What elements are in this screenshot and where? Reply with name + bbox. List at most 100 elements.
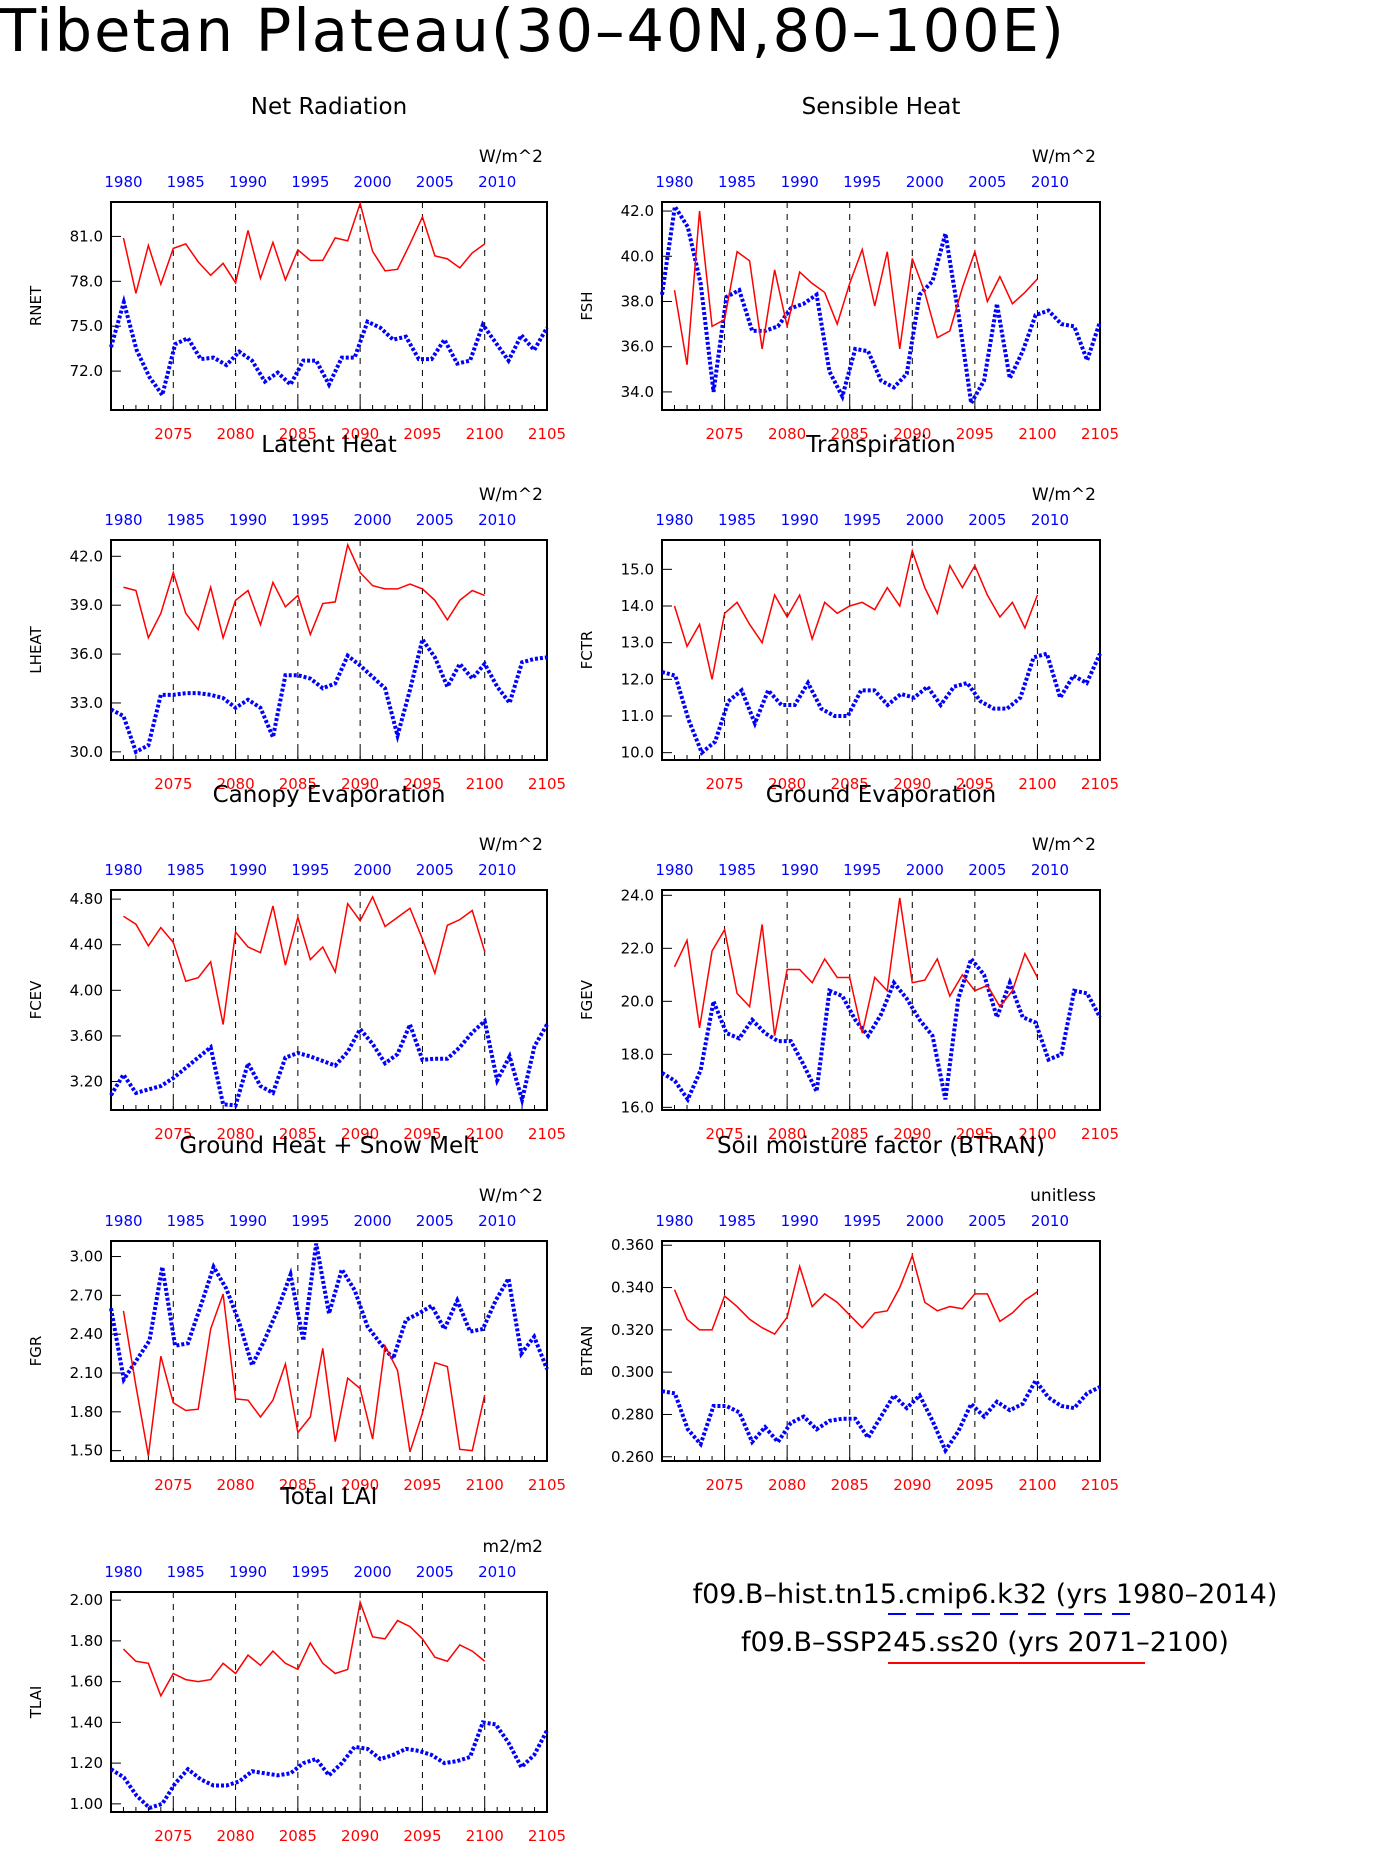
x-tick-label-bottom: 2105 (1081, 425, 1119, 443)
axis-frame (661, 201, 1101, 411)
x-tick-label-bottom: 2075 (705, 775, 743, 793)
y-tick-label: 1.00 (70, 1795, 103, 1813)
x-tick-label-top: 1990 (229, 173, 267, 191)
y-tick-label: 1.80 (70, 1632, 103, 1650)
series-future-line (673, 548, 1039, 680)
units-label: W/m^2 (479, 485, 543, 505)
y-tick-label: 0.300 (611, 1363, 654, 1381)
x-tick-label-bottom: 2080 (216, 1827, 254, 1845)
y-tick-label: 42.0 (621, 202, 654, 220)
units-label: W/m^2 (479, 835, 543, 855)
y-tick-label: 33.0 (70, 694, 103, 712)
y-tick-label: 11.0 (621, 707, 654, 725)
x-tick-label-bottom: 2105 (528, 775, 566, 793)
units-label: W/m^2 (479, 1186, 543, 1206)
x-tick-label-top: 2010 (478, 173, 516, 191)
axis-frame (110, 1591, 548, 1813)
x-tick-label-bottom: 2095 (403, 1125, 441, 1143)
units-label: W/m^2 (1032, 147, 1096, 167)
series-future-line (122, 200, 486, 294)
legend-future-label: f09.B–SSP245.ss20 (yrs 2071–2100) (741, 1627, 1229, 1658)
y-tick-label: 0.260 (611, 1448, 654, 1466)
y-tick-label: 38.0 (621, 292, 654, 310)
series-historical-line (110, 634, 548, 755)
panel-fsh: 2075 2080 2085 2090 2095 2100 2105 1980 1985 1990… (578, 94, 1119, 443)
x-tick-label-bottom: 2075 (705, 1125, 743, 1143)
y-tick-label: 20.0 (621, 992, 654, 1010)
panel-fctr: 2075 2080 2085 2090 2095 2100 2105 1980 1985 1990… (578, 432, 1119, 793)
y-tick-label: 4.00 (70, 981, 103, 999)
x-tick-label-top: 2000 (906, 861, 944, 879)
panel-title: Latent Heat (261, 432, 397, 458)
y-tick-label: 4.80 (70, 890, 103, 908)
y-tick-label: 2.00 (70, 1591, 103, 1609)
x-tick-label-bottom: 2090 (893, 425, 931, 443)
x-tick-label-bottom: 2080 (768, 775, 806, 793)
series-future-line (122, 1293, 486, 1456)
x-tick-label-bottom: 2075 (154, 1827, 192, 1845)
y-tick-label: 0.340 (611, 1279, 654, 1297)
series-future-line (673, 210, 1038, 365)
x-tick-label-top: 1995 (843, 511, 881, 529)
y-axis-label: RNET (27, 285, 45, 326)
x-tick-label-bottom: 2105 (1081, 1125, 1119, 1143)
x-tick-label-top: 1985 (718, 511, 756, 529)
x-tick-label-bottom: 2085 (831, 1476, 869, 1494)
x-tick-label-bottom: 2085 (831, 1125, 869, 1143)
x-tick-label-top: 1985 (167, 861, 205, 879)
x-tick-label-top: 2010 (478, 511, 516, 529)
units-label: m2/m2 (483, 1537, 543, 1557)
x-tick-label-bottom: 2075 (154, 1476, 192, 1494)
panel-title: Sensible Heat (802, 94, 961, 120)
series-historical-line (660, 954, 1102, 1104)
y-tick-label: 1.60 (70, 1673, 103, 1691)
x-tick-label-bottom: 2075 (705, 425, 743, 443)
panel-fgev: 2075 2080 2085 2090 2095 2100 2105 1980 1985 1990… (578, 782, 1119, 1143)
x-tick-label-top: 2010 (478, 1212, 516, 1230)
x-tick-label-top: 1985 (718, 173, 756, 191)
x-tick-label-top: 2010 (1031, 861, 1069, 879)
y-tick-label: 16.0 (621, 1098, 654, 1116)
x-tick-label-top: 2005 (416, 1563, 454, 1581)
y-tick-label: 3.00 (70, 1248, 103, 1266)
y-axis-label: FSH (578, 291, 596, 320)
x-tick-label-bottom: 2090 (893, 1476, 931, 1494)
x-tick-label-top: 1980 (104, 1563, 142, 1581)
x-tick-label-top: 2005 (416, 1212, 454, 1230)
y-tick-label: 3.60 (70, 1027, 103, 1045)
series-future-line (123, 542, 485, 641)
x-tick-label-top: 2010 (478, 1563, 516, 1581)
x-tick-label-bottom: 2095 (403, 1476, 441, 1494)
x-tick-label-top: 2000 (906, 511, 944, 529)
y-tick-label: 2.10 (70, 1364, 103, 1382)
x-tick-label-bottom: 2090 (341, 1125, 379, 1143)
axis-frame (110, 201, 548, 411)
x-tick-label-bottom: 2105 (1081, 1476, 1119, 1494)
y-tick-label: 1.40 (70, 1713, 103, 1731)
x-tick-label-top: 1985 (718, 1212, 756, 1230)
y-axis-label: FCEV (27, 980, 45, 1020)
axis-frame (661, 539, 1101, 761)
panel-title: Total LAI (280, 1484, 378, 1510)
y-tick-label: 12.0 (621, 670, 654, 688)
x-tick-label-top: 1995 (843, 1212, 881, 1230)
x-tick-label-top: 2005 (968, 1212, 1006, 1230)
x-tick-label-top: 1980 (655, 861, 693, 879)
panel-title: Net Radiation (251, 94, 407, 120)
x-tick-label-top: 2000 (354, 1212, 392, 1230)
x-tick-label-bottom: 2090 (893, 1125, 931, 1143)
series-historical-line (661, 651, 1102, 756)
x-tick-label-top: 1985 (167, 1212, 205, 1230)
legend-historical-label: f09.B–hist.tn15.cmip6.k32 (yrs 1980–2014… (692, 1579, 1278, 1610)
x-tick-label-top: 2000 (354, 173, 392, 191)
x-tick-label-bottom: 2100 (466, 1125, 504, 1143)
y-tick-label: 10.0 (621, 744, 654, 762)
panel-title: Soil moisture factor (BTRAN) (717, 1133, 1045, 1159)
x-tick-label-bottom: 2085 (279, 1476, 317, 1494)
x-tick-label-top: 2010 (1031, 173, 1069, 191)
series-future-line (673, 1253, 1038, 1336)
series-historical-line (109, 294, 549, 400)
x-tick-label-top: 1995 (291, 1212, 329, 1230)
x-tick-label-top: 2000 (354, 861, 392, 879)
x-tick-label-top: 2005 (416, 511, 454, 529)
